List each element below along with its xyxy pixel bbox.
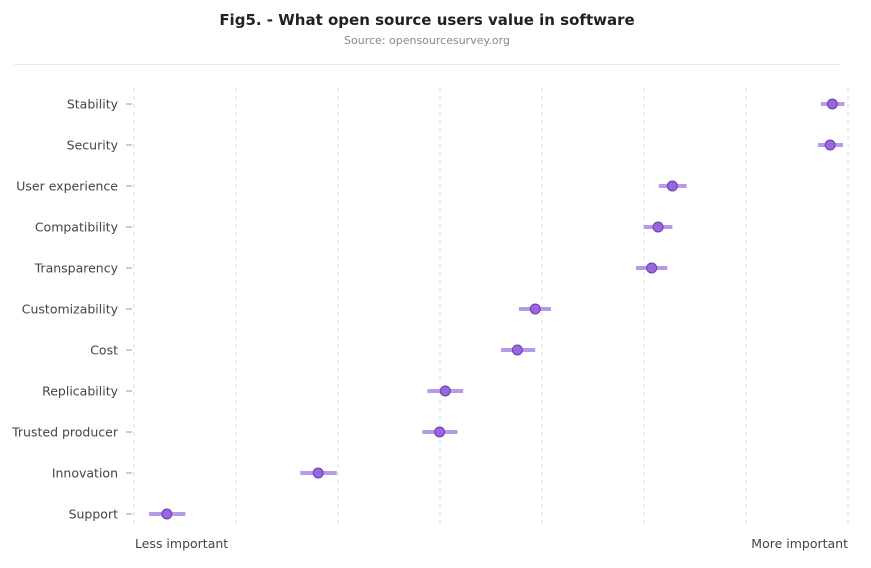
data-point — [646, 262, 658, 274]
x-axis-label-high: More important — [751, 536, 848, 551]
x-axis-label-low: Less important — [135, 536, 228, 551]
category-label: Trusted producer — [11, 425, 119, 440]
category-label: Stability — [67, 97, 119, 112]
data-point — [434, 426, 446, 438]
category-label: Security — [67, 138, 119, 153]
header-divider — [14, 64, 840, 65]
data-point — [652, 221, 664, 233]
category-label: User experience — [16, 179, 118, 194]
data-point — [826, 98, 838, 110]
category-label: Replicability — [42, 384, 118, 399]
category-label: Transparency — [34, 261, 119, 276]
category-label: Support — [69, 507, 119, 522]
category-label: Cost — [90, 343, 118, 358]
chart-title: Fig5. - What open source users value in … — [219, 11, 635, 29]
data-point — [161, 508, 173, 520]
category-labels: Stability Security User experience Compatib… — [11, 97, 132, 522]
grid-lines — [133, 88, 849, 528]
data-point — [824, 139, 836, 151]
data-point — [666, 180, 678, 192]
chart-subtitle: Source: opensourcesurvey.org — [344, 34, 510, 47]
category-label: Customizability — [22, 302, 119, 317]
data-point — [511, 344, 523, 356]
data-point — [312, 467, 324, 479]
category-label: Compatibility — [35, 220, 119, 235]
data-marks — [148, 98, 845, 520]
data-point — [529, 303, 541, 315]
data-point — [439, 385, 451, 397]
category-label: Innovation — [52, 466, 118, 481]
